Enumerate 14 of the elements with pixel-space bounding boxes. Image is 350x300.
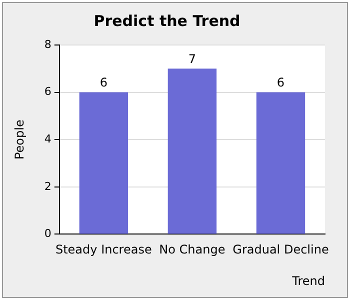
data-label: 7 bbox=[188, 52, 196, 66]
x-tick-label: No Change bbox=[159, 242, 226, 257]
y-tick-label: 2 bbox=[44, 180, 52, 193]
x-tick-label: Steady Increase bbox=[55, 242, 152, 257]
y-tick-label: 0 bbox=[44, 227, 52, 240]
y-tick-label: 4 bbox=[44, 132, 52, 146]
y-tick-label: 8 bbox=[44, 38, 52, 51]
data-label: 6 bbox=[100, 75, 108, 90]
chart-title: Predict the Trend bbox=[94, 12, 240, 30]
y-tick-label: 6 bbox=[44, 85, 52, 98]
x-axis-title: Trend bbox=[291, 274, 325, 288]
y-axis-title: People bbox=[12, 120, 26, 160]
data-label: 6 bbox=[276, 75, 285, 90]
x-tick-label: Gradual Decline bbox=[232, 242, 329, 257]
